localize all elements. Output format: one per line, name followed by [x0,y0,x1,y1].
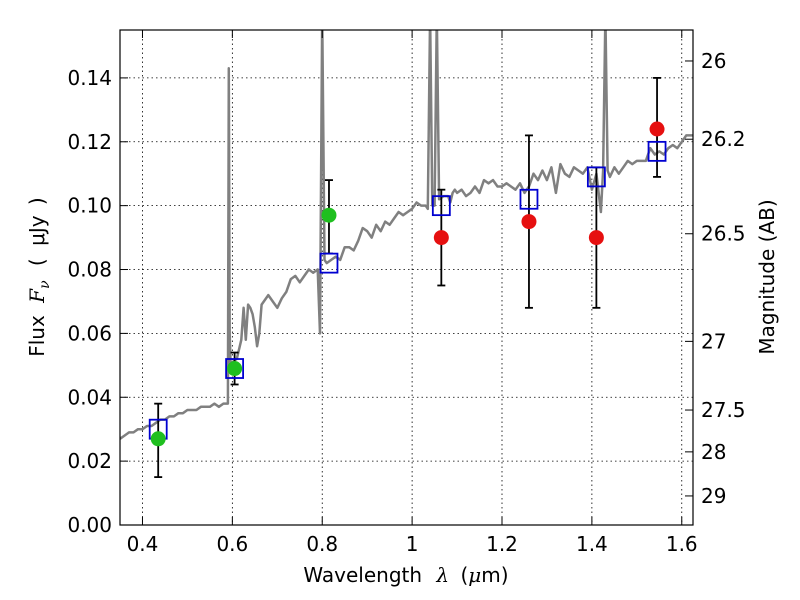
model-square [319,252,339,274]
y2-axis-label: Magnitude (AB) [755,199,779,354]
y-tick-label: 0.02 [67,449,112,473]
tick-layer: 0.4 0.6 0.8 1 1.2 1.4 1.6 0.00 0.02 0.04 0.06 0.08 0… [67,30,746,556]
red-point [521,214,537,230]
y2-tick-label: 26.2 [701,127,746,151]
y2-tick-label: 26 [701,49,726,73]
red-point [588,230,604,246]
model-square [431,195,451,217]
x-axis-label-unit: m) [481,563,508,587]
y-axis-label-text: Flux [25,315,49,357]
x-tick-label: 0.4 [127,532,159,556]
model-square-layer [148,140,667,440]
model-square [519,188,539,210]
photometry-point-layer [150,121,665,447]
y-tick-label: 0.14 [67,66,112,90]
x-tick-label: 1.4 [576,532,608,556]
x-tick-label: 0.8 [306,532,338,556]
y-axis-label: Flux Fν ( μJy ) [25,197,54,357]
model-square [586,166,606,188]
model-square [225,358,245,379]
y-tick-label: 0.00 [67,513,112,537]
plot-frame [119,29,694,526]
x-axis-label-open: ( [460,563,468,587]
y-axis-label-sub: ν [37,280,53,289]
y-tick-label: 0.06 [67,321,112,345]
x-axis-label: Wavelength λ (μm) [303,563,508,587]
y-tick-label: 0.08 [67,258,112,282]
red-point [433,230,449,246]
x-tick-label: 1 [406,532,419,556]
red-point [649,121,665,137]
x-tick-label: 1.6 [666,532,698,556]
x-axis-label-mu: μ [468,563,481,587]
y-axis-label-close: ) [25,197,49,205]
y-axis-label-symbol: F [25,288,49,304]
y-tick-label: 0.10 [67,194,112,218]
y2-tick-label: 29 [701,484,726,508]
model-square [647,140,667,162]
green-point [227,361,243,377]
green-point [321,207,337,223]
x-tick-label: 0.6 [216,532,248,556]
y2-tick-label: 28 [701,440,726,464]
y2-tick-label: 27 [701,329,726,353]
y-axis-label-unit: μJy [25,215,49,246]
x-axis-label-text: Wavelength [303,563,422,587]
green-point [150,431,166,447]
x-axis-label-symbol: λ [435,563,449,587]
x-tick-label: 1.2 [486,532,518,556]
y2-tick-label: 27.5 [701,398,746,422]
y-axis-label-open: ( [25,258,49,266]
y2-tick-label: 26.5 [701,222,746,246]
y-tick-label: 0.12 [67,130,112,154]
y-tick-label: 0.04 [67,385,112,409]
